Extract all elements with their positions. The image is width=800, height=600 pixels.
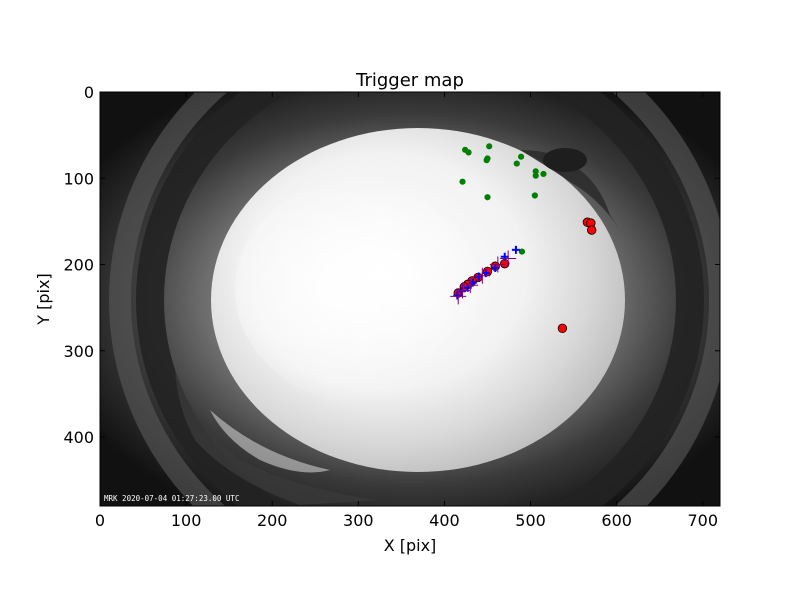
point-green	[465, 149, 472, 156]
point-red	[557, 323, 568, 334]
x-tick-label: 700	[688, 511, 719, 530]
point-blue-plus	[500, 252, 509, 261]
y-axis-ticks: 0 100 200 300 400	[63, 83, 720, 447]
point-green	[531, 192, 538, 199]
point-blue-plus	[511, 245, 520, 254]
point-green	[540, 170, 547, 178]
sky-image: MRK 2020-07-04 01:27:23.00 UTC	[100, 92, 720, 506]
point-green	[513, 160, 520, 167]
point-red	[586, 225, 597, 235]
y-axis-label: Y [pix]	[34, 273, 53, 325]
chart-title: Trigger map	[355, 70, 464, 91]
x-tick-label: 100	[171, 511, 202, 530]
y-tick-label: 0	[84, 83, 94, 102]
point-blue-plus	[474, 272, 483, 281]
x-tick-label: 300	[343, 511, 374, 530]
point-green	[484, 194, 491, 201]
point-purple-plus	[500, 250, 517, 267]
data-marks	[450, 143, 597, 334]
y-tick-label: 400	[63, 428, 94, 447]
x-axis-ticks: 0 100 200 300 400 500 600 700	[95, 92, 718, 530]
point-purple-plus	[454, 282, 471, 299]
point-green	[518, 248, 526, 255]
point-blue-plus	[457, 287, 466, 296]
x-tick-label: 0	[95, 511, 105, 530]
point-green	[484, 155, 491, 162]
y-tick-label: 300	[63, 342, 94, 361]
point-purple-plus	[489, 256, 506, 273]
x-tick-label: 400	[429, 511, 460, 530]
x-tick-label: 600	[601, 511, 632, 530]
y-tick-label: 100	[63, 169, 94, 188]
x-axis-label: X [pix]	[384, 536, 437, 555]
point-green	[517, 153, 525, 160]
point-red	[482, 266, 493, 277]
point-purple-plus	[450, 288, 467, 305]
x-tick-label: 200	[257, 511, 288, 530]
point-green	[486, 143, 493, 150]
point-green	[459, 178, 466, 185]
x-tick-label: 500	[515, 511, 546, 530]
point-green	[532, 172, 539, 179]
axes-frame	[99, 91, 721, 507]
point-blue-plus	[453, 291, 462, 300]
y-tick-label: 200	[63, 256, 94, 275]
timestamp-label: MRK 2020-07-04 01:27:23.00 UTC	[104, 494, 239, 503]
point-purple-plus	[474, 267, 491, 284]
